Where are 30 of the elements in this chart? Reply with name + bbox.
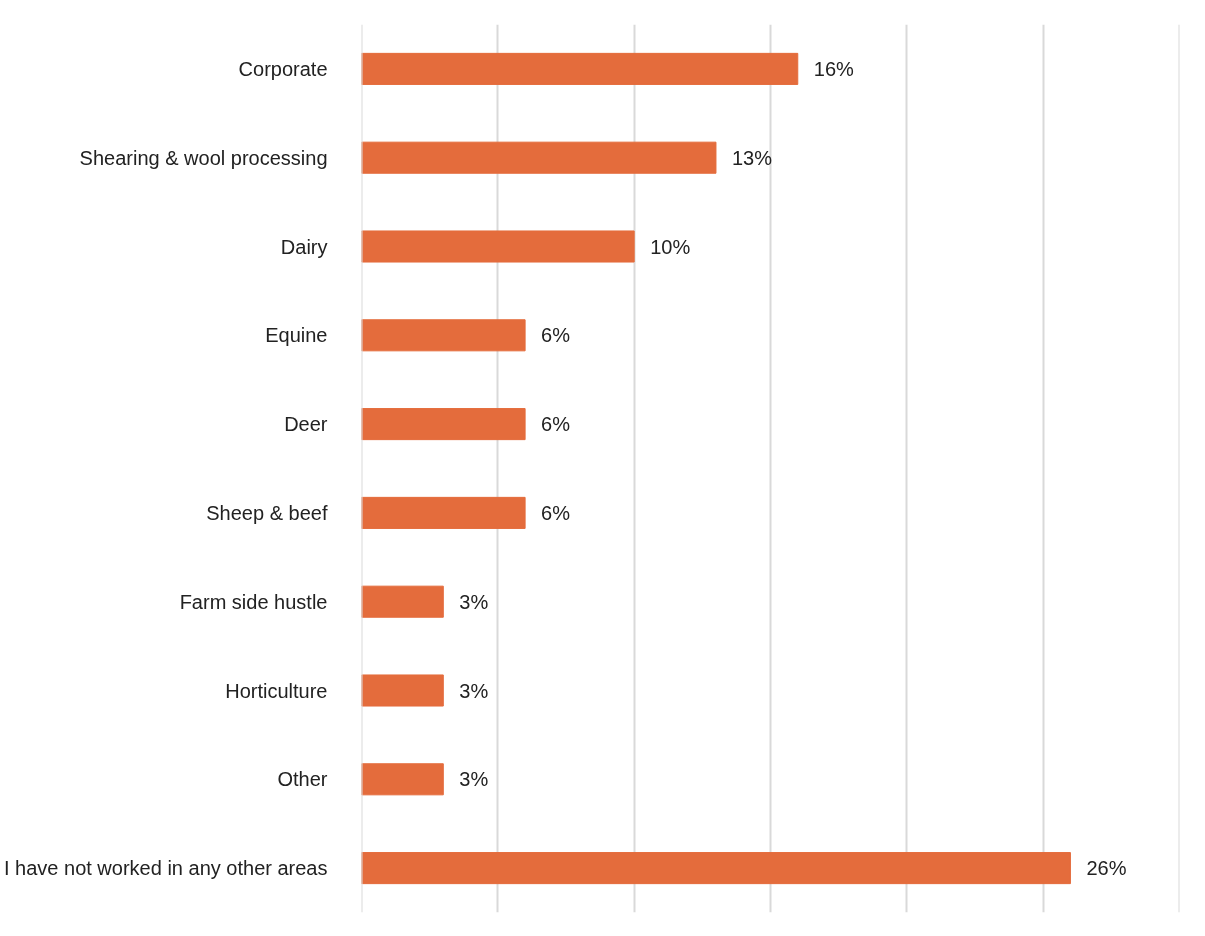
y-tick-label: Sheep & beef <box>206 501 328 524</box>
data-label: 3% <box>459 590 489 613</box>
bar <box>361 230 635 263</box>
bar <box>361 852 1071 885</box>
bar <box>361 52 799 85</box>
bar <box>361 141 717 174</box>
y-tick-label: Corporate <box>238 57 328 80</box>
data-label: 6% <box>541 324 571 347</box>
y-tick-label: I have not worked in any other areas <box>3 857 328 880</box>
bar <box>361 408 526 441</box>
data-label: 10% <box>650 235 691 258</box>
y-tick-label: Dairy <box>280 235 328 258</box>
data-label: 13% <box>731 146 773 169</box>
bar <box>361 319 526 352</box>
y-tick-label: Shearing & wool processing <box>79 146 328 169</box>
bar <box>361 585 444 618</box>
y-tick-label: Farm side hustle <box>179 590 328 613</box>
data-label: 3% <box>459 679 489 702</box>
y-tick-label: Other <box>277 768 328 791</box>
data-label: 16% <box>813 57 855 80</box>
y-tick-label: Deer <box>284 413 328 436</box>
data-label: 3% <box>459 768 489 791</box>
bar <box>361 496 526 529</box>
data-label: 6% <box>541 501 571 524</box>
bar <box>361 674 444 707</box>
y-tick-label: Horticulture <box>225 679 328 702</box>
data-label: 6% <box>541 413 571 436</box>
bar <box>361 763 444 796</box>
y-tick-label: Equine <box>265 324 328 347</box>
data-label: 26% <box>1086 857 1127 880</box>
